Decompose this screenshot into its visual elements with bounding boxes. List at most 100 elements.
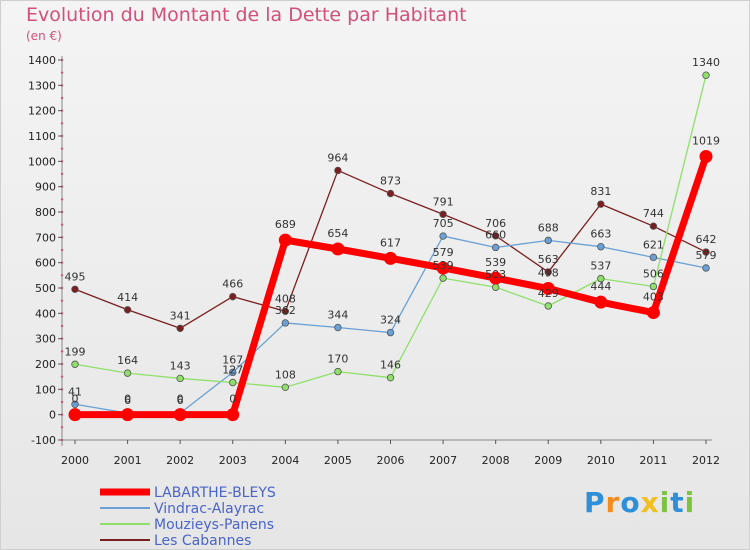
y-axis-minor-tick (60, 71, 64, 74)
data-point (229, 368, 237, 377)
data-point (439, 210, 447, 218)
x-tick-label: 2004 (271, 454, 299, 467)
data-label: 344 (327, 309, 348, 322)
y-tick-label: 300 (35, 333, 56, 346)
data-point (436, 261, 450, 275)
data-label: 1340 (692, 56, 720, 69)
data-point (597, 274, 605, 283)
logo-letter: P (584, 486, 606, 519)
y-axis-minor-tick (60, 350, 64, 353)
data-point (71, 360, 79, 368)
data-label: 146 (380, 359, 401, 372)
data-point (71, 400, 79, 408)
data-point (649, 282, 658, 291)
y-tick-label: 1300 (28, 79, 56, 92)
logo-letter: i (659, 486, 671, 519)
data-point (176, 324, 184, 332)
y-tick-label: 200 (35, 358, 56, 371)
data-label: 617 (380, 236, 401, 249)
data-label: 341 (170, 309, 191, 322)
y-axis-minor-tick (60, 96, 64, 100)
data-point (281, 319, 290, 327)
data-label: 506 (643, 267, 664, 280)
y-tick-label: 700 (35, 231, 56, 244)
data-label: 579 (433, 246, 454, 259)
data-point (334, 323, 342, 332)
data-point (702, 248, 710, 256)
y-axis-minor-tick (60, 274, 64, 277)
y-axis-minor-tick (60, 400, 64, 404)
data-label: 831 (590, 185, 611, 198)
chart-title: Evolution du Montant de la Dette par Hab… (26, 4, 467, 26)
data-label: 579 (696, 249, 717, 262)
logo-letter: o (620, 486, 641, 519)
y-tick-label: 800 (35, 206, 56, 219)
x-tick-label: 2012 (692, 454, 720, 467)
x-tick-label: 2008 (482, 454, 510, 467)
data-label: 0 (177, 393, 184, 406)
data-label: 873 (380, 175, 401, 188)
y-axis-minor-tick (60, 375, 64, 378)
data-point (597, 243, 605, 251)
data-point (439, 274, 447, 282)
data-label: 362 (275, 304, 296, 317)
proxiti-logo: Proxiti (584, 486, 695, 519)
x-tick-label: 2002 (166, 454, 194, 467)
data-point (597, 200, 605, 208)
x-tick-label: 2001 (114, 454, 142, 467)
data-label: 0 (229, 393, 236, 406)
data-point (544, 268, 552, 276)
data-point (123, 306, 132, 314)
data-point (278, 233, 292, 247)
y-tick-label: 1100 (28, 130, 56, 143)
data-label: 688 (538, 221, 559, 234)
data-point (699, 150, 713, 164)
data-label: 199 (65, 345, 86, 358)
x-tick-label: 2009 (534, 454, 562, 467)
data-point (331, 242, 345, 256)
data-point (386, 189, 395, 198)
data-point (491, 283, 500, 291)
data-label: 654 (327, 227, 348, 240)
data-point (229, 378, 237, 387)
data-point (594, 295, 608, 309)
data-label: 108 (275, 368, 296, 381)
data-point (121, 408, 135, 422)
y-axis-minor-tick (60, 248, 64, 252)
data-label: 167 (222, 353, 243, 366)
data-point (229, 292, 237, 301)
data-point (68, 408, 82, 422)
y-axis-minor-tick (60, 172, 64, 176)
data-point (491, 232, 500, 240)
data-label: 429 (538, 287, 559, 300)
data-point (386, 328, 395, 337)
data-label: 41 (68, 385, 82, 398)
data-point (702, 71, 710, 79)
y-axis-minor-tick (60, 122, 64, 125)
y-tick-label: 400 (35, 307, 56, 320)
data-label: 324 (380, 314, 401, 327)
data-label: 170 (327, 353, 348, 366)
data-label: 642 (696, 233, 717, 246)
data-label: 444 (590, 280, 611, 293)
data-label: 660 (485, 228, 506, 241)
data-label: 621 (643, 238, 664, 251)
x-tick-label: 2006 (377, 454, 405, 467)
data-point (491, 243, 500, 252)
data-label: 1019 (692, 135, 720, 148)
data-label: 414 (117, 291, 138, 304)
data-label: 466 (222, 278, 243, 291)
data-point (281, 383, 290, 392)
data-point (71, 285, 79, 293)
y-tick-label: 600 (35, 257, 56, 270)
x-tick-label: 2007 (429, 454, 457, 467)
y-tick-label: -100 (31, 434, 56, 447)
data-point (544, 236, 552, 245)
data-label: 6 (124, 394, 131, 407)
y-axis-minor-tick (60, 426, 64, 429)
x-tick-label: 2000 (61, 454, 89, 467)
x-tick-label: 2011 (639, 454, 667, 467)
data-point (334, 367, 342, 376)
logo-letter: t (670, 486, 685, 519)
